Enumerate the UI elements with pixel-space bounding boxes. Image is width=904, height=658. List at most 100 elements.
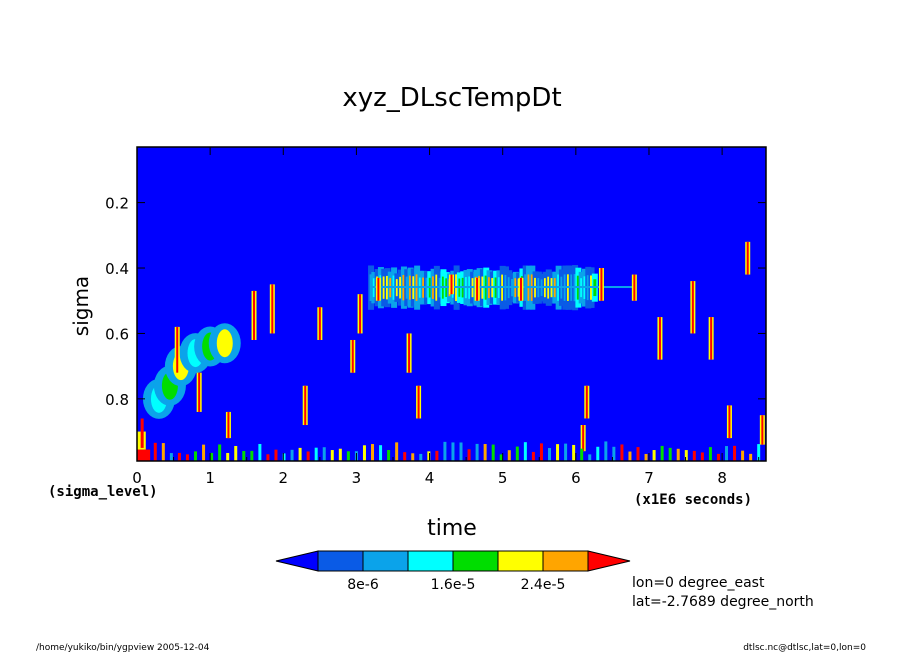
surface-tick — [716, 453, 720, 461]
y-tick-label: 0.6 — [105, 325, 129, 343]
surface-tick — [298, 447, 302, 461]
colorbar-label: 2.4e-5 — [521, 577, 566, 593]
x-axis-label: time — [427, 516, 477, 541]
event-spike — [598, 268, 604, 301]
surface-tick — [459, 442, 463, 461]
x-tick-label: 1 — [205, 469, 215, 487]
field-layer — [137, 241, 765, 461]
x-tick-label: 0 — [132, 469, 142, 487]
surface-tick — [419, 453, 423, 461]
surface-tick — [161, 443, 165, 461]
surface-tick — [741, 450, 745, 461]
surface-tick — [153, 442, 157, 461]
surface-tick — [612, 446, 616, 461]
surface-tick — [523, 442, 527, 461]
surface-tick — [411, 453, 415, 461]
surface-tick — [733, 445, 737, 461]
surface-tick — [749, 453, 753, 461]
event-spike — [375, 277, 381, 301]
surface-tick — [322, 447, 326, 461]
event-spike — [174, 326, 180, 373]
surface-tick — [306, 451, 310, 461]
surface-tick — [636, 447, 640, 461]
event-spike — [745, 241, 751, 275]
surface-tick — [266, 454, 270, 461]
surface-tick — [475, 443, 479, 461]
event-spike — [416, 385, 422, 419]
surface-tick — [531, 451, 535, 461]
surface-tick — [282, 453, 286, 461]
x-tick-label: 7 — [644, 469, 654, 487]
surface-tick — [620, 444, 624, 461]
surface-tick — [580, 448, 584, 461]
surface-tick — [379, 445, 383, 461]
event-spike — [584, 385, 590, 419]
surface-tick — [644, 453, 648, 461]
surface-tick — [185, 454, 189, 461]
colorbar-cell — [317, 550, 364, 572]
event-spike — [357, 294, 363, 334]
surface-tick — [314, 447, 318, 461]
event-spike — [196, 372, 202, 412]
y-tick-label: 0.4 — [105, 260, 129, 278]
event-spike — [708, 317, 714, 360]
colorbar-upper-arrow — [587, 550, 631, 572]
surface-tick — [725, 446, 729, 461]
chart-title: xyz_DLscTempDt — [342, 83, 561, 113]
event-spike — [317, 307, 323, 340]
event-spike — [251, 290, 257, 340]
x-tick-label: 6 — [571, 469, 581, 487]
event-spike — [580, 425, 586, 452]
surface-tick — [218, 444, 222, 461]
surface-tick — [676, 448, 680, 461]
surface-tick — [548, 448, 552, 461]
band-line — [371, 286, 635, 289]
surface-tick — [483, 444, 487, 461]
surface-tick — [668, 447, 672, 461]
surface-tick — [258, 443, 262, 461]
event-spike — [690, 281, 696, 334]
surface-tick — [515, 446, 519, 461]
info-lat: lat=-2.7689 degree_north — [632, 594, 814, 610]
footer-left: /home/yukiko/bin/ygpview 2005-12-04 — [36, 643, 210, 653]
surface-tick — [395, 442, 399, 461]
surface-tick — [451, 442, 455, 461]
surface-tick — [202, 444, 206, 461]
colorbar-cell — [542, 550, 589, 572]
plot-frame — [136, 146, 767, 462]
surface-tick — [210, 452, 214, 461]
surface-tick — [652, 450, 656, 461]
surface-tick — [604, 441, 608, 461]
event-spike — [631, 274, 637, 301]
origin-maximum — [137, 418, 151, 461]
surface-tick — [757, 444, 761, 461]
event-spike — [518, 277, 524, 301]
event-spike — [474, 277, 480, 301]
event-spike — [449, 274, 454, 295]
surface-tick — [387, 450, 391, 461]
surface-tick — [588, 454, 592, 461]
event-spike — [302, 385, 308, 426]
colorbar-label: 8e-6 — [347, 577, 379, 593]
surface-tick — [596, 446, 600, 461]
event-spike — [657, 317, 663, 360]
colorbar: 8e-6 1.6e-5 2.4e-5 — [275, 550, 631, 593]
x-tick-label: 8 — [717, 469, 727, 487]
surface-tick — [177, 452, 181, 461]
early-band-blob — [208, 323, 241, 364]
colorbar-cell — [452, 550, 499, 572]
footer-right: dtlsc.nc@dtlsc,lat=0,lon=0 — [743, 643, 866, 653]
surface-tick — [499, 454, 503, 461]
surface-tick — [234, 445, 238, 461]
surface-tick — [684, 450, 688, 461]
event-spike — [350, 339, 356, 373]
info-lon: lon=0 degree_east — [632, 575, 765, 591]
y-tick-label: 0.2 — [105, 195, 129, 213]
event-spike — [759, 415, 765, 445]
surface-tick — [362, 445, 366, 461]
colorbar-lower-arrow — [275, 550, 319, 572]
colorbar-cell — [497, 550, 544, 572]
event-spike — [269, 284, 275, 334]
event-spike — [406, 333, 412, 373]
